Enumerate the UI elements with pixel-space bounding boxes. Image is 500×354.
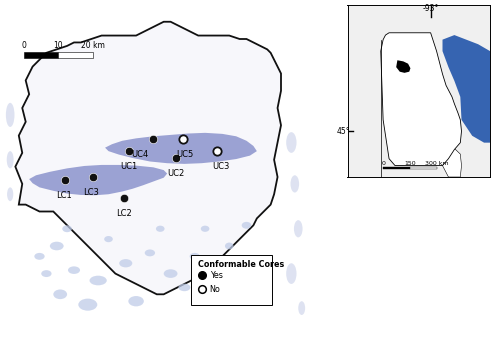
- Polygon shape: [380, 33, 462, 166]
- Text: 300 km: 300 km: [424, 161, 448, 166]
- Bar: [24, 52, 58, 58]
- Text: Conformable Cores: Conformable Cores: [198, 261, 284, 269]
- Ellipse shape: [54, 290, 67, 299]
- Ellipse shape: [156, 225, 164, 232]
- Text: 150: 150: [404, 161, 415, 166]
- Text: UC3: UC3: [212, 162, 230, 171]
- Ellipse shape: [34, 253, 44, 260]
- Ellipse shape: [41, 270, 51, 277]
- Ellipse shape: [6, 151, 14, 169]
- Ellipse shape: [50, 242, 64, 250]
- Ellipse shape: [78, 299, 98, 311]
- FancyBboxPatch shape: [192, 255, 272, 305]
- Ellipse shape: [6, 103, 14, 127]
- Text: 0: 0: [381, 161, 385, 166]
- Polygon shape: [105, 133, 257, 164]
- Text: 45°: 45°: [336, 127, 350, 136]
- Text: Yes: Yes: [210, 271, 222, 280]
- Ellipse shape: [286, 132, 296, 153]
- Text: LC3: LC3: [84, 188, 99, 197]
- Text: UC2: UC2: [167, 169, 184, 178]
- Polygon shape: [442, 35, 490, 143]
- Ellipse shape: [225, 242, 234, 250]
- Ellipse shape: [68, 266, 80, 274]
- Ellipse shape: [290, 175, 299, 193]
- Ellipse shape: [294, 220, 302, 238]
- Bar: [58, 52, 93, 58]
- Ellipse shape: [201, 225, 209, 232]
- Ellipse shape: [164, 269, 177, 278]
- Text: LC2: LC2: [116, 209, 132, 218]
- Text: -93°: -93°: [422, 4, 439, 13]
- Ellipse shape: [119, 259, 132, 267]
- Ellipse shape: [104, 236, 113, 242]
- Ellipse shape: [7, 187, 14, 201]
- Polygon shape: [16, 22, 281, 294]
- Ellipse shape: [144, 250, 155, 256]
- Text: 10: 10: [54, 41, 64, 50]
- Ellipse shape: [90, 276, 107, 285]
- Ellipse shape: [242, 222, 252, 229]
- Ellipse shape: [190, 253, 200, 260]
- Text: UC1: UC1: [120, 162, 138, 171]
- Polygon shape: [436, 120, 462, 177]
- Polygon shape: [396, 60, 410, 73]
- Text: UC4: UC4: [131, 150, 148, 159]
- Bar: [410, 167, 436, 170]
- Bar: [383, 167, 410, 170]
- Text: 0: 0: [22, 41, 26, 50]
- Ellipse shape: [286, 263, 296, 284]
- Ellipse shape: [207, 270, 217, 278]
- Ellipse shape: [178, 284, 190, 291]
- Polygon shape: [29, 165, 167, 195]
- Text: No: No: [210, 285, 220, 293]
- Ellipse shape: [298, 301, 305, 315]
- Text: UC5: UC5: [176, 150, 193, 159]
- Ellipse shape: [128, 296, 144, 306]
- Ellipse shape: [62, 225, 72, 232]
- Text: LC1: LC1: [56, 192, 72, 200]
- Text: 20 km: 20 km: [81, 41, 105, 50]
